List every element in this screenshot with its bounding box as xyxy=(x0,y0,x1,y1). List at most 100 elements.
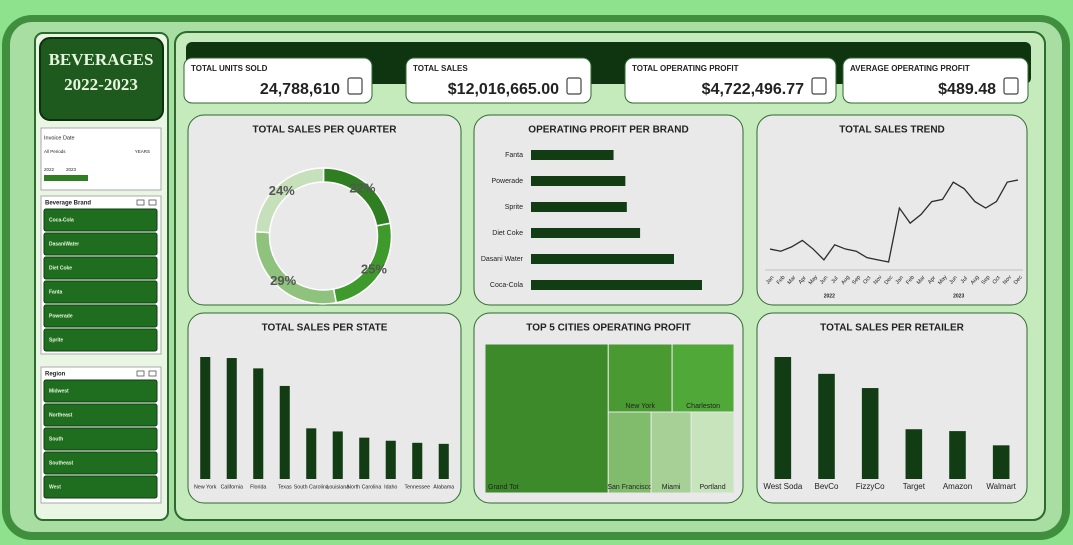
x-tick-label: FizzyCo xyxy=(856,482,885,491)
chart-panel xyxy=(187,114,462,306)
x-tick-label: Target xyxy=(903,482,926,491)
x-tick-label: Jan xyxy=(895,275,905,286)
x-tick-label: Mar xyxy=(916,275,927,286)
x-tick-label: Oct xyxy=(862,275,872,286)
x-tick-label: Feb xyxy=(905,275,916,286)
timeline-period: All Periods xyxy=(44,149,66,154)
slicer-button[interactable] xyxy=(43,475,158,499)
kpi-value: $489.48 xyxy=(938,81,996,98)
data-label: 29% xyxy=(270,273,296,288)
chart-title: TOTAL SALES TREND xyxy=(839,125,945,136)
y-tick-label: Diet Coke xyxy=(492,230,523,237)
slicer-item: Southeast xyxy=(49,460,74,466)
slicer-item: Diet Coke xyxy=(49,265,72,271)
x-tick-label: Nov xyxy=(1002,274,1013,286)
slicer-label: Beverage Brand xyxy=(45,201,91,207)
slicer-button[interactable] xyxy=(43,427,158,451)
kpi-label: TOTAL UNITS SOLD xyxy=(191,64,268,73)
slicer-label: Region xyxy=(45,372,66,378)
slicer-button[interactable] xyxy=(43,403,158,427)
kpi-card xyxy=(405,57,592,104)
slicer-button[interactable] xyxy=(43,451,158,475)
bar xyxy=(992,445,1010,479)
filter-icon[interactable] xyxy=(136,199,145,206)
timeline-label: Invoice Date xyxy=(44,135,75,141)
x-group-label: 2023 xyxy=(953,293,964,299)
chart-panel xyxy=(756,114,1028,306)
slicer-button[interactable] xyxy=(43,232,158,256)
x-tick-label: May xyxy=(808,274,819,286)
clear-filter-icon[interactable] xyxy=(148,199,157,206)
donut-slice xyxy=(254,167,325,234)
bar xyxy=(279,385,290,479)
y-tick-label: Coca-Cola xyxy=(490,282,523,289)
x-tick-label: Apr xyxy=(798,275,808,286)
bar xyxy=(531,202,627,212)
kpi-card xyxy=(183,57,373,104)
kpi-value: $4,722,496.77 xyxy=(702,81,804,98)
dashboard-title: BEVERAGES xyxy=(49,50,154,69)
x-tick-label: New York xyxy=(194,484,217,490)
kpi-card xyxy=(842,57,1029,104)
clear-filter-icon[interactable] xyxy=(148,370,157,377)
chart-title: TOTAL SALES PER QUARTER xyxy=(253,125,398,136)
x-tick-label: North Carolina xyxy=(347,484,381,490)
kpi-icon xyxy=(347,77,363,95)
x-tick-label: Jul xyxy=(830,276,839,285)
x-tick-label: Walmart xyxy=(986,482,1016,491)
bar xyxy=(531,254,674,264)
trend-line xyxy=(769,179,1019,263)
bar xyxy=(385,440,396,479)
x-tick-label: Amazon xyxy=(943,482,972,491)
slicer-button[interactable] xyxy=(43,256,158,280)
timeline-range[interactable] xyxy=(44,175,88,181)
slicer-button[interactable] xyxy=(43,379,158,403)
slicer-button[interactable] xyxy=(43,328,158,352)
y-tick-label: Fanta xyxy=(505,152,523,159)
kpi-icon xyxy=(566,77,582,95)
x-tick-label: Jun xyxy=(949,275,959,286)
x-tick-label: Idaho xyxy=(384,484,397,490)
slicer-button[interactable] xyxy=(43,280,158,304)
bar xyxy=(226,358,237,479)
x-group-label: 2022 xyxy=(824,293,835,299)
slicer-item: West xyxy=(49,484,61,490)
treemap-cell xyxy=(671,343,735,413)
kpi-card xyxy=(624,57,837,104)
filter-icon[interactable] xyxy=(136,370,145,377)
chart-title: TOP 5 CITIES OPERATING PROFIT xyxy=(526,323,690,334)
slicer-button[interactable] xyxy=(43,208,158,232)
timeline-year: 2022 xyxy=(44,167,55,172)
x-tick-label: Texas xyxy=(278,484,292,490)
chart-title: TOTAL SALES PER STATE xyxy=(262,323,388,334)
kpi-icon xyxy=(1003,77,1019,95)
bar xyxy=(200,357,211,479)
kpi-value: 24,788,610 xyxy=(260,81,340,98)
bar xyxy=(949,431,966,479)
bar xyxy=(818,373,835,479)
slicer-item: Fanta xyxy=(49,289,63,295)
x-tick-label: Alabama xyxy=(433,484,454,490)
slicer-item: DasaniWater xyxy=(49,241,79,247)
bar xyxy=(905,429,923,479)
bar xyxy=(332,431,343,479)
bar xyxy=(774,357,792,479)
x-tick-label: Aug xyxy=(840,275,851,286)
bar xyxy=(531,150,614,160)
treemap-cell xyxy=(690,411,735,494)
x-tick-label: Apr xyxy=(927,275,937,286)
timeline-year: 2023 xyxy=(66,167,77,172)
slicer-button[interactable] xyxy=(43,304,158,328)
slicer-item: Coca-Cola xyxy=(49,217,74,223)
bar xyxy=(306,428,317,479)
bar xyxy=(531,176,626,186)
bar xyxy=(531,228,641,238)
bar xyxy=(438,443,449,479)
x-tick-label: Tennessee xyxy=(404,484,430,490)
bar xyxy=(861,388,879,479)
cell-label: Portland xyxy=(700,484,726,491)
data-label: 25% xyxy=(361,262,387,277)
x-tick-label: California xyxy=(221,484,243,490)
x-tick-label: Aug xyxy=(970,275,981,286)
